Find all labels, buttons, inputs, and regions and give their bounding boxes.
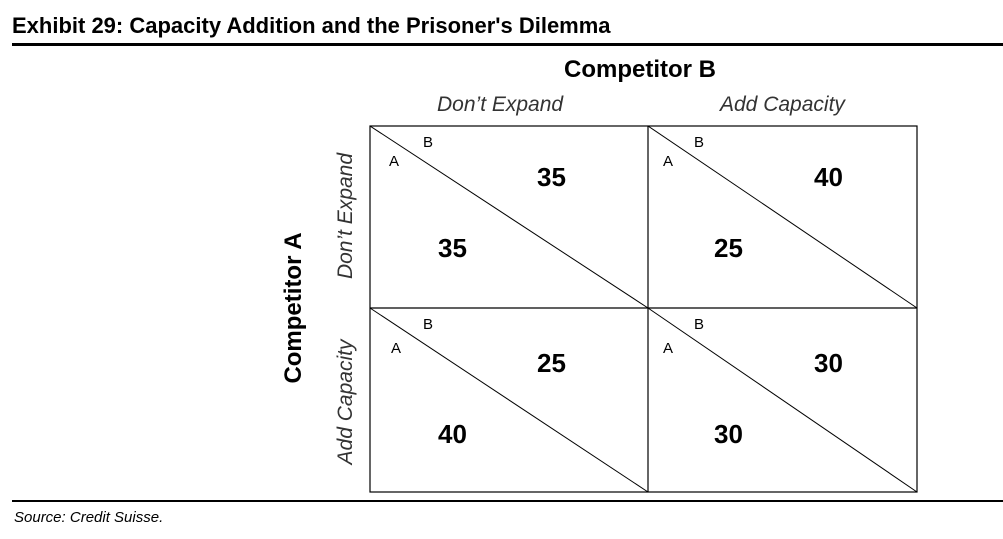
cell-1-b-label: B xyxy=(423,134,434,151)
matrix-border xyxy=(369,125,918,493)
bottom-rule xyxy=(12,500,1003,502)
column-label-add-capacity: Add Capacity xyxy=(720,93,845,116)
cell-3-b-label: B xyxy=(423,316,434,333)
top-rule xyxy=(12,43,1003,46)
cell-2-payoff-a: 25 xyxy=(714,233,743,263)
source-note: Source: Credit Suisse. xyxy=(14,509,164,526)
cell-diagonal-bottom-right xyxy=(647,307,918,493)
cell-diagonal-top-left xyxy=(369,125,649,309)
cell-4-a-label: A xyxy=(663,340,674,357)
cell-1-payoff-a: 35 xyxy=(438,233,467,263)
cell-3-payoff-b: 25 xyxy=(537,348,566,378)
cell-2-a-label: A xyxy=(663,153,674,170)
exhibit-title: Exhibit 29: Capacity Addition and the Pr… xyxy=(12,13,611,38)
cell-4-payoff-b: 30 xyxy=(814,348,843,378)
cell-3-payoff-a: 40 xyxy=(438,419,467,449)
column-label-dont-expand: Don’t Expand xyxy=(437,93,564,116)
cell-diagonal-top-right xyxy=(647,125,918,309)
competitor-b-label: Competitor B xyxy=(564,56,716,83)
cell-2-b-label: B xyxy=(694,134,705,151)
cell-4-payoff-a: 30 xyxy=(714,419,743,449)
cell-diagonal-bottom-left xyxy=(369,307,649,493)
cell-2-payoff-b: 40 xyxy=(814,162,843,192)
cell-1-a-label: A xyxy=(389,153,400,170)
cell-3-a-label: A xyxy=(391,340,402,357)
cell-1-payoff-b: 35 xyxy=(537,162,566,192)
cell-4-b-label: B xyxy=(694,316,705,333)
